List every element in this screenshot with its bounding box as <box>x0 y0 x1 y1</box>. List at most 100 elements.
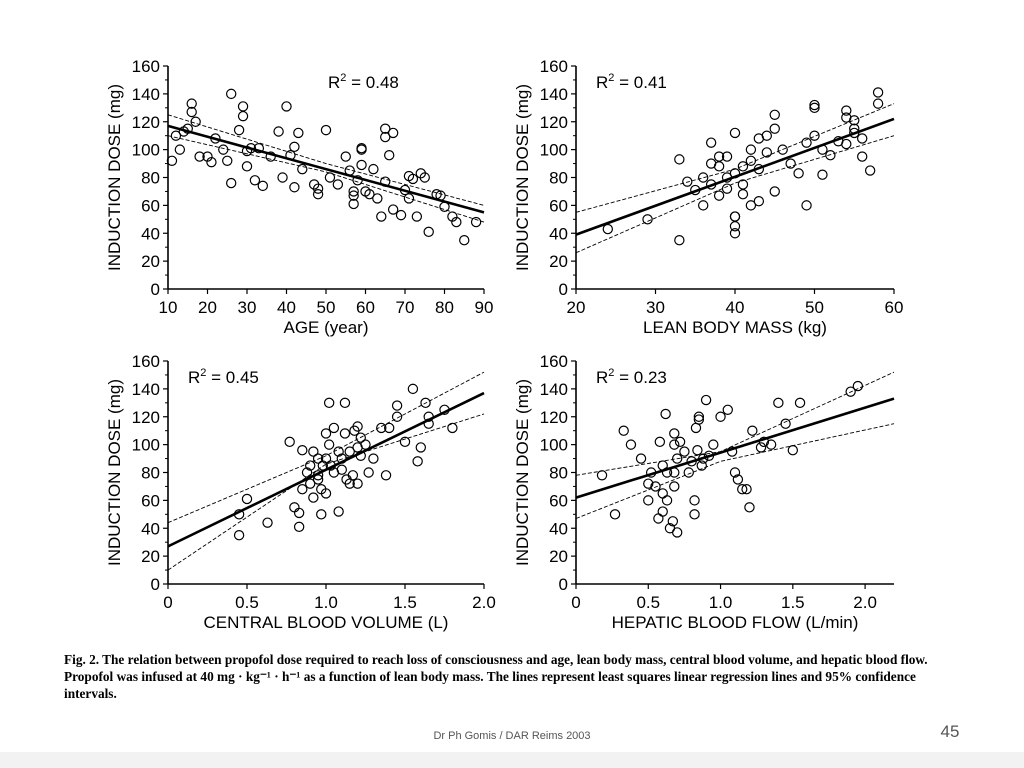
data-point <box>737 189 749 200</box>
data-point <box>679 446 690 457</box>
x-tick-label: 60 <box>356 298 375 317</box>
data-point <box>698 453 709 464</box>
y-tick-label: 60 <box>141 491 160 510</box>
y-tick-label: 0 <box>559 575 568 594</box>
y-tick-label: 40 <box>549 224 568 243</box>
data-point <box>809 130 820 141</box>
data-point <box>384 149 395 161</box>
data-point <box>817 144 828 155</box>
y-tick-label: 20 <box>141 547 160 566</box>
y-tick-label: 120 <box>132 408 160 427</box>
x-tick-label: 80 <box>435 298 454 317</box>
data-point <box>753 195 765 207</box>
ci-lower-line <box>167 135 485 223</box>
data-point <box>703 450 715 461</box>
data-point <box>186 98 197 109</box>
data-point <box>241 161 253 172</box>
data-point <box>693 411 705 422</box>
data-point <box>324 172 336 183</box>
data-point <box>674 154 685 165</box>
data-point <box>387 127 399 139</box>
data-point <box>721 183 733 194</box>
data-point <box>841 138 852 150</box>
data-point <box>312 453 324 464</box>
y-tick-label: 40 <box>141 519 160 538</box>
data-point <box>653 513 664 524</box>
data-point <box>265 151 276 162</box>
data-point <box>368 453 379 464</box>
data-point <box>801 137 812 148</box>
data-point <box>225 177 237 189</box>
data-point <box>747 425 758 436</box>
y-tick-label: 40 <box>141 224 160 243</box>
x-tick-label: 40 <box>726 298 745 317</box>
data-point <box>316 509 327 520</box>
ci-upper-line <box>575 103 895 213</box>
data-point <box>348 190 359 201</box>
data-point <box>391 400 403 411</box>
y-tick-label: 0 <box>151 280 160 299</box>
data-point <box>245 143 257 154</box>
data-point <box>305 460 316 471</box>
y-tick-label: 140 <box>540 380 568 399</box>
data-point <box>700 394 712 406</box>
data-point <box>356 159 367 171</box>
data-point <box>769 109 780 120</box>
x-tick-label: 0.5 <box>636 593 660 612</box>
data-point <box>262 517 273 528</box>
y-tick-label: 100 <box>540 436 568 455</box>
data-point <box>218 144 229 155</box>
data-point <box>729 211 741 222</box>
data-point <box>661 495 673 506</box>
data-point <box>609 509 621 520</box>
data-point <box>166 155 178 166</box>
data-point <box>233 124 245 136</box>
data-point <box>372 193 383 204</box>
data-point <box>293 507 305 519</box>
data-point <box>439 404 450 415</box>
data-point <box>257 180 268 192</box>
data-point <box>347 470 359 481</box>
y-tick-label: 0 <box>559 280 568 299</box>
data-point <box>336 464 347 475</box>
data-point <box>852 380 864 392</box>
x-tick-label: 60 <box>885 298 904 317</box>
data-point <box>352 478 363 489</box>
data-point <box>729 221 741 232</box>
data-point <box>210 133 221 144</box>
x-tick-label: 1.5 <box>393 593 417 612</box>
data-point <box>308 446 319 457</box>
data-point <box>777 144 788 155</box>
data-point <box>419 172 430 183</box>
data-point <box>423 411 434 422</box>
y-tick-label: 80 <box>549 464 568 483</box>
data-point <box>249 175 261 186</box>
x-tick-label: 0 <box>571 593 580 612</box>
data-point <box>411 211 423 222</box>
data-point <box>352 175 363 186</box>
data-point <box>745 155 757 166</box>
data-point <box>340 151 351 162</box>
data-point <box>642 214 653 225</box>
data-point <box>765 439 777 450</box>
x-tick-label: 20 <box>198 298 217 317</box>
y-tick-label: 60 <box>141 196 160 215</box>
data-point <box>355 432 366 443</box>
data-point <box>325 460 336 471</box>
data-point <box>667 516 679 527</box>
data-point <box>713 190 725 201</box>
scatter-panel: 0 20 40 60 80 100 120 140 160 0 0.5 1.0 1.5 2.0HEPATI… <box>513 352 895 632</box>
data-point <box>451 216 462 228</box>
data-point <box>320 488 332 499</box>
data-point <box>872 87 884 98</box>
y-axis-label: INDUCTION DOSE (mg) <box>105 379 124 566</box>
data-point <box>726 446 738 457</box>
data-point <box>344 446 355 457</box>
data-point <box>336 453 347 464</box>
data-point <box>683 467 694 478</box>
data-point <box>355 450 366 461</box>
data-point <box>399 184 411 196</box>
figure-caption: Fig. 2. The relation between propofol do… <box>64 652 928 701</box>
data-point <box>693 414 705 425</box>
data-point <box>384 422 395 434</box>
